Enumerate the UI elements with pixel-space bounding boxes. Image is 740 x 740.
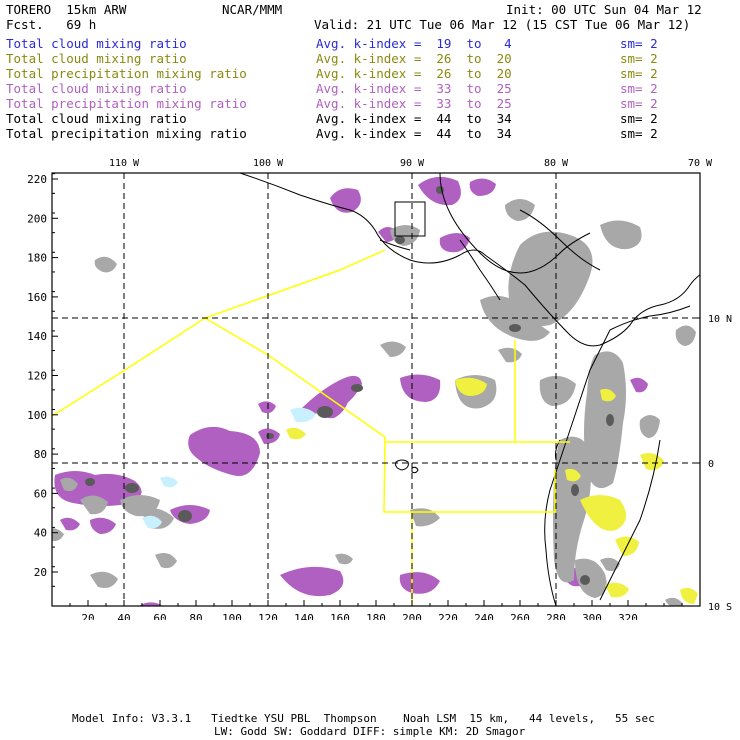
legend-row-1: Total cloud mixing ratio [6, 37, 187, 51]
lon-label: 70 W [688, 158, 713, 169]
legend-kindex-5: Avg. k-index = 33 to 25 [316, 96, 512, 111]
yellow-precip-areas [286, 377, 698, 604]
legend-field: Total precipitation mixing ratio [6, 126, 247, 141]
y-tick-label: 20 [34, 566, 47, 579]
x-tick-label: 160 [330, 612, 350, 620]
y-tick-label: 60 [34, 487, 47, 500]
x-tick-label: 260 [510, 612, 530, 620]
gray-cloud-areas [52, 199, 696, 606]
y-tick-label: 180 [27, 252, 47, 265]
lon-label: 90 W [400, 158, 425, 169]
legend-sm-4: sm= 2 [620, 81, 658, 96]
y-axis: 20 40 60 80 100 120 140 160 180 200 220 [27, 173, 58, 607]
legend-kindex-3: Avg. k-index = 26 to 20 [316, 66, 512, 81]
lon-label: 80 W [544, 158, 569, 169]
legend-row-2: Total cloud mixing ratio [6, 52, 187, 66]
legend-kindex-6: Avg. k-index = 44 to 34 [316, 111, 512, 126]
legend-kindex-2: Avg. k-index = 26 to 20 [316, 51, 512, 66]
coastlines [239, 173, 700, 606]
lon-label: 110 W [109, 158, 140, 169]
x-tick-label: 320 [618, 612, 638, 620]
x-tick-label: 220 [438, 612, 458, 620]
lat-label: 0 [708, 459, 714, 470]
legend-sm-1: sm= 2 [620, 36, 658, 51]
legend-row-3: Total precipitation mixing ratio [6, 67, 247, 81]
legend-field: Total precipitation mixing ratio [6, 96, 247, 111]
model-info: Model Info: V3.3.1 Tiedtke YSU PBL Thomp… [72, 712, 655, 725]
y-tick-label: 80 [34, 448, 47, 461]
x-tick-label: 40 [117, 612, 130, 620]
shaded-fields [52, 176, 698, 606]
organization: NCAR/MMM [222, 2, 283, 17]
lon-label: 100 W [253, 158, 284, 169]
legend-sm-5: sm= 2 [620, 96, 658, 111]
forecast-hour: Fcst. 69 h [6, 17, 97, 32]
light-cyan-areas [142, 407, 316, 529]
x-tick-label: 20 [81, 612, 94, 620]
physics-info: LW: Godd SW: Goddard DIFF: simple KM: 2D… [214, 725, 526, 738]
lat-label: 10 N [708, 314, 732, 325]
legend-sm-3: sm= 2 [620, 66, 658, 81]
x-tick-label: 120 [258, 612, 278, 620]
y-tick-label: 40 [34, 527, 47, 540]
legend-field: Total cloud mixing ratio [6, 36, 187, 51]
x-tick-label: 200 [402, 612, 422, 620]
dark-gray-cores [85, 186, 614, 585]
model-id: TORERO 15km ARW [6, 2, 127, 17]
x-tick-label: 60 [153, 612, 166, 620]
legend-field: Total cloud mixing ratio [6, 81, 187, 96]
legend-field: Total cloud mixing ratio [6, 51, 187, 66]
legend-sm-2: sm= 2 [620, 51, 658, 66]
legend-row-7: Total precipitation mixing ratio [6, 127, 247, 141]
legend-sm-7: sm= 2 [620, 126, 658, 141]
y-tick-label: 220 [27, 173, 47, 186]
x-tick-label: 280 [546, 612, 566, 620]
legend-field: Total precipitation mixing ratio [6, 66, 247, 81]
x-tick-label: 140 [294, 612, 314, 620]
x-tick-label: 240 [474, 612, 494, 620]
legend-kindex-7: Avg. k-index = 44 to 34 [316, 126, 512, 141]
legend-row-4: Total cloud mixing ratio [6, 82, 187, 96]
legend-kindex-4: Avg. k-index = 33 to 25 [316, 81, 512, 96]
legend-row-5: Total precipitation mixing ratio [6, 97, 247, 111]
y-tick-label: 140 [27, 330, 47, 343]
latlon-grid [52, 173, 700, 606]
y-tick-label: 100 [27, 409, 47, 422]
x-tick-label: 80 [189, 612, 202, 620]
longitude-labels: 110 W 100 W 90 W 80 W 70 W [109, 158, 713, 179]
x-tick-label: 300 [582, 612, 602, 620]
x-axis: 20 40 60 80 100 120 140 160 180 200 220 240 260 280 30… [51, 600, 701, 620]
latitude-labels: 10 N 0 10 S [694, 314, 732, 613]
x-tick-label: 100 [222, 612, 242, 620]
legend-row-6: Total cloud mixing ratio [6, 112, 187, 126]
init-time: Init: 00 UTC Sun 04 Mar 12 [506, 2, 702, 17]
y-tick-label: 120 [27, 370, 47, 383]
y-tick-label: 160 [27, 291, 47, 304]
valid-time: Valid: 21 UTC Tue 06 Mar 12 (15 CST Tue … [314, 17, 691, 32]
legend-field: Total cloud mixing ratio [6, 111, 187, 126]
lat-label: 10 S [708, 602, 732, 613]
x-tick-label: 180 [366, 612, 386, 620]
legend-kindex-1: Avg. k-index = 19 to 4 [316, 36, 512, 51]
legend-sm-6: sm= 2 [620, 111, 658, 126]
y-tick-label: 200 [27, 212, 47, 225]
forecast-map: 20 40 60 80 100 120 140 160 180 200 220 240 260 280 30… [27, 158, 732, 620]
